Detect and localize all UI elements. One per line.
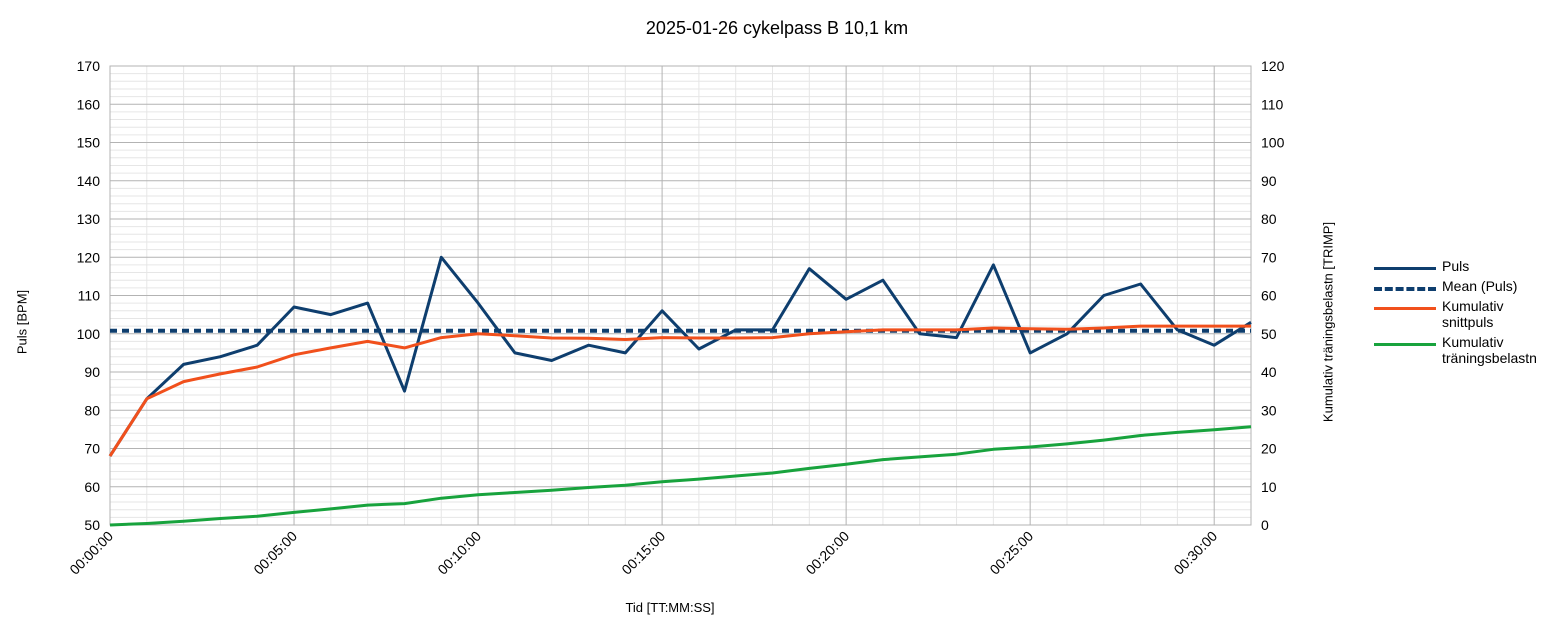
series-line-2	[108, 324, 1251, 457]
x-tick-label: 00:30:00	[1170, 528, 1220, 578]
legend-item-traningsbelastn: Kumulativ träningsbelastn	[1374, 334, 1554, 366]
legend-label-traningsbelastn: Kumulativ träningsbelastn	[1442, 334, 1537, 366]
x-tick-label: 00:25:00	[986, 528, 1036, 578]
y-axis-label: Puls [BPM]	[14, 289, 30, 355]
x-tick-label: 00:00:00	[66, 528, 116, 578]
y2-tick-label: 120	[1261, 58, 1285, 74]
y2-tick-label: 30	[1261, 402, 1277, 418]
y-tick-label: 100	[77, 326, 101, 342]
legend: Puls Mean (Puls) Kumulativ snittpuls Kum…	[1374, 258, 1554, 370]
y2-tick-label: 70	[1261, 249, 1277, 265]
y-tick-label: 130	[77, 211, 101, 227]
legend-label-mean: Mean (Puls)	[1442, 278, 1518, 294]
legend-swatch-mean	[1374, 287, 1436, 291]
y-tick-label: 120	[77, 249, 101, 265]
y2-tick-label: 80	[1261, 211, 1277, 227]
y-tick-label: 80	[84, 402, 100, 418]
plot-area	[109, 65, 1252, 526]
y2-tick-label: 40	[1261, 364, 1277, 380]
y2-tick-label: 10	[1261, 479, 1277, 495]
y2-axis-label: Kumulativ träningsbelastn [TRIMP]	[1320, 221, 1336, 423]
x-tick-label: 00:20:00	[802, 528, 852, 578]
y2-tick-label: 90	[1261, 173, 1277, 189]
y-tick-label: 60	[84, 479, 100, 495]
y-tick-label: 140	[77, 173, 101, 189]
y-tick-label: 70	[84, 441, 100, 457]
legend-label-puls: Puls	[1442, 258, 1470, 274]
x-tick-label: 00:05:00	[250, 528, 300, 578]
y-tick-label: 150	[77, 135, 101, 151]
legend-item-snittpuls: Kumulativ snittpuls	[1374, 298, 1554, 330]
y2-tick-label: 50	[1261, 326, 1277, 342]
chart-title: 2025-01-26 cykelpass B 10,1 km	[645, 18, 909, 38]
legend-label-snittpuls: Kumulativ snittpuls	[1442, 298, 1504, 330]
y-tick-label: 170	[77, 58, 101, 74]
legend-swatch-snittpuls	[1374, 307, 1436, 310]
x-tick-label: 00:10:00	[434, 528, 484, 578]
x-axis-label: Tid [TT:MM:SS]	[625, 600, 715, 615]
y2-tick-label: 110	[1261, 96, 1284, 112]
y2-tick-label: 20	[1261, 441, 1277, 457]
y-tick-label: 110	[78, 288, 101, 304]
y2-tick-label: 60	[1261, 288, 1277, 304]
y2-tick-label: 100	[1261, 135, 1285, 151]
y-tick-label: 160	[77, 96, 101, 112]
y-tick-label: 90	[84, 364, 100, 380]
legend-swatch-traningsbelastn	[1374, 343, 1436, 346]
legend-item-puls: Puls	[1374, 258, 1554, 274]
legend-swatch-puls	[1374, 267, 1436, 270]
series-line-3	[109, 425, 1252, 527]
x-tick-label: 00:15:00	[618, 528, 668, 578]
y-tick-label: 50	[84, 517, 100, 533]
legend-item-mean: Mean (Puls)	[1374, 278, 1554, 294]
y2-tick-label: 0	[1261, 517, 1269, 533]
